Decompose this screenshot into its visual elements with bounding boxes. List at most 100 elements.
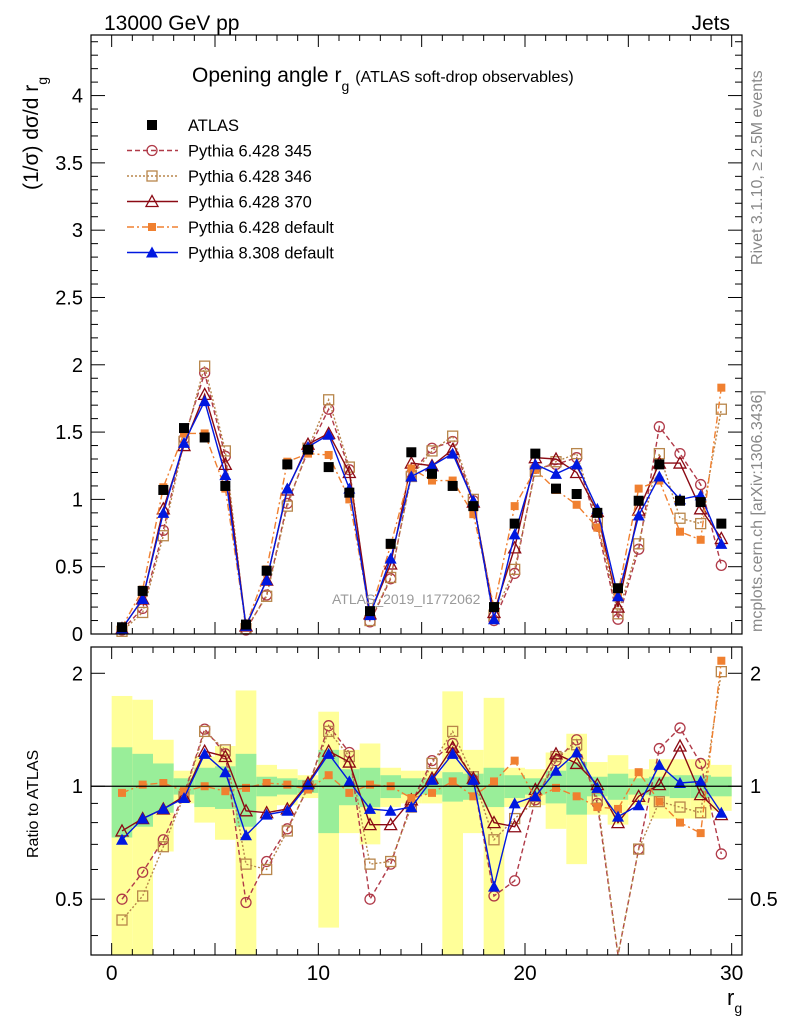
legend: ATLAS Pythia 6.428 345 Pythia 6.428 346 Pyt… bbox=[127, 117, 334, 263]
ratio-y-tick-label-right-2: 2 bbox=[750, 663, 761, 685]
axes-layer: 0 10 20 30 0 0.5 1 1.5 2 2.5 3 3.5 4 0.5 0.5 1 1 2 2 bbox=[55, 34, 778, 985]
point-pythia-8-308-default-18 bbox=[488, 613, 500, 625]
band-1sigma-18 bbox=[483, 767, 505, 808]
point-atlas-10 bbox=[323, 462, 334, 473]
ratio-point-pythia-8-308-default-17 bbox=[467, 773, 480, 785]
point-pythia-6-428-346-25 bbox=[633, 538, 645, 550]
ratio-y-tick-label-right-0: 0.5 bbox=[750, 889, 778, 911]
ratio-point-pythia-6-428-346-4 bbox=[199, 725, 211, 738]
ratio-point-pythia-6-428-345-0 bbox=[116, 893, 128, 905]
ratio-point-pythia-6-428-345-19 bbox=[509, 875, 521, 887]
point-pythia-6-428-default-25 bbox=[634, 484, 643, 493]
legend-marker-pythia-8-308-default bbox=[146, 246, 158, 258]
ratio-point-pythia-8-308-default-16 bbox=[446, 747, 459, 759]
point-pythia-6-428-370-11 bbox=[342, 465, 357, 479]
ratio-point-pythia-6-428-345-12 bbox=[364, 893, 376, 905]
point-pythia-6-428-346-24 bbox=[612, 608, 624, 620]
point-pythia-8-308-default-21 bbox=[550, 467, 562, 479]
ratio-point-pythia-6-428-346-5 bbox=[219, 744, 231, 756]
ratio-point-pythia-6-428-370-6 bbox=[238, 803, 254, 817]
ratio-series-pythia-6-428-346 bbox=[116, 666, 727, 956]
point-pythia-6-428-default-15 bbox=[428, 476, 436, 485]
ratio-point-pythia-6-428-default-27 bbox=[676, 818, 684, 827]
legend-label-pythia-6-428-default: Pythia 6.428 default bbox=[188, 219, 334, 237]
ratio-point-pythia-6-428-346-12 bbox=[364, 858, 376, 870]
legend-entry-atlas: ATLAS bbox=[147, 117, 239, 135]
point-atlas-5 bbox=[220, 480, 231, 491]
point-pythia-6-428-346-5 bbox=[219, 445, 231, 457]
point-atlas-28 bbox=[695, 497, 706, 508]
ratio-point-pythia-6-428-346-26 bbox=[653, 795, 665, 808]
legend-label-pythia-6-428-370: Pythia 6.428 370 bbox=[188, 194, 312, 212]
point-atlas-14 bbox=[406, 447, 417, 458]
legend-label-pythia-6-428-345: Pythia 6.428 345 bbox=[188, 143, 312, 161]
ratio-point-pythia-6-428-default-11 bbox=[345, 788, 354, 797]
ratio-point-pythia-6-428-default-6 bbox=[242, 783, 250, 792]
ratio-point-pythia-6-428-345-1 bbox=[137, 866, 149, 878]
ratio-point-pythia-6-428-346-2 bbox=[157, 841, 169, 853]
ratio-point-pythia-6-428-346-0 bbox=[116, 914, 128, 926]
band-2sigma-18 bbox=[483, 697, 505, 955]
point-pythia-6-428-default-17 bbox=[469, 510, 478, 519]
data-uncertainty-bands bbox=[111, 690, 732, 955]
x-tick-label-0: 0 bbox=[106, 962, 118, 985]
point-pythia-6-428-346-4 bbox=[199, 360, 211, 372]
ratio-point-pythia-6-428-default-18 bbox=[490, 777, 498, 786]
point-atlas-24 bbox=[613, 583, 623, 594]
ratio-point-pythia-6-428-345-27 bbox=[674, 722, 686, 734]
ratio-point-pythia-8-308-default-4 bbox=[198, 747, 211, 759]
ratio-point-pythia-6-428-346-29 bbox=[715, 666, 727, 678]
chart-title: Opening angle rg (ATLAS soft-drop observa… bbox=[192, 64, 574, 94]
ratio-point-pythia-6-428-370-22 bbox=[569, 756, 584, 770]
point-pythia-6-428-346-7 bbox=[261, 590, 273, 602]
ratio-point-pythia-6-428-default-22 bbox=[572, 792, 581, 801]
ratio-line-pythia-6-428-default bbox=[121, 660, 723, 835]
ratio-point-pythia-6-428-346-6 bbox=[240, 858, 252, 870]
ratio-point-pythia-6-428-370-21 bbox=[548, 746, 564, 760]
point-atlas-11 bbox=[344, 487, 355, 498]
point-pythia-8-308-default-2 bbox=[157, 506, 170, 518]
ratio-point-pythia-6-428-default-10 bbox=[324, 771, 333, 780]
ratio-point-pythia-8-308-default-8 bbox=[281, 804, 294, 816]
point-pythia-6-428-370-21 bbox=[548, 451, 564, 465]
point-pythia-6-428-default-23 bbox=[593, 523, 602, 532]
series-line-pythia-8-308-default bbox=[121, 399, 722, 630]
point-atlas-27 bbox=[675, 495, 685, 506]
ratio-point-pythia-6-428-346-7 bbox=[261, 863, 273, 876]
point-pythia-6-428-346-29 bbox=[715, 403, 727, 415]
ratio-point-pythia-6-428-345-6 bbox=[240, 896, 252, 909]
point-pythia-8-308-default-22 bbox=[570, 458, 583, 470]
ratio-point-pythia-6-428-346-28 bbox=[695, 807, 707, 819]
point-pythia-6-428-default-20 bbox=[531, 465, 540, 474]
ratio-point-pythia-6-428-default-14 bbox=[407, 794, 416, 803]
ratio-point-pythia-8-308-default-23 bbox=[591, 781, 604, 793]
ratio-point-pythia-6-428-default-25 bbox=[634, 768, 643, 777]
ratio-point-pythia-6-428-346-13 bbox=[385, 855, 397, 868]
ratio-y-tick-label-2: 2 bbox=[72, 663, 83, 685]
ratio-point-pythia-6-428-346-27 bbox=[674, 801, 686, 813]
ratio-point-pythia-6-428-345-28 bbox=[695, 757, 707, 770]
ratio-point-pythia-8-308-default-13 bbox=[384, 804, 397, 816]
ratio-point-pythia-6-428-default-8 bbox=[283, 780, 292, 789]
ratio-point-pythia-8-308-default-21 bbox=[550, 764, 562, 776]
ratio-point-pythia-6-428-default-19 bbox=[510, 756, 519, 765]
main-y-tick-label-6: 3 bbox=[72, 220, 83, 242]
ratio-point-pythia-8-308-default-26 bbox=[653, 758, 666, 770]
main-y-axis-label: (1/σ) dσ/d rg bbox=[20, 77, 50, 190]
band-1sigma-22 bbox=[566, 762, 587, 815]
point-atlas-17 bbox=[468, 501, 479, 512]
point-pythia-6-428-346-15 bbox=[426, 445, 438, 457]
point-atlas-4 bbox=[199, 432, 210, 443]
legend-entry-pythia-6-428-default: Pythia 6.428 default bbox=[127, 219, 334, 237]
ratio-point-pythia-6-428-345-7 bbox=[261, 855, 273, 868]
point-atlas-23 bbox=[592, 507, 603, 518]
point-pythia-6-428-default-10 bbox=[324, 450, 333, 459]
ratio-point-pythia-6-428-346-15 bbox=[426, 757, 438, 770]
ratio-point-pythia-6-428-346-25 bbox=[633, 843, 645, 855]
point-pythia-6-428-345-29 bbox=[715, 559, 727, 572]
legend-entry-pythia-6-428-346: Pythia 6.428 346 bbox=[127, 168, 312, 186]
point-pythia-6-428-370-24 bbox=[610, 599, 626, 613]
ratio-point-pythia-6-428-default-24 bbox=[614, 804, 622, 813]
ratio-point-pythia-8-308-default-27 bbox=[674, 777, 686, 789]
main-y-tick-label-0: 0 bbox=[72, 624, 83, 646]
